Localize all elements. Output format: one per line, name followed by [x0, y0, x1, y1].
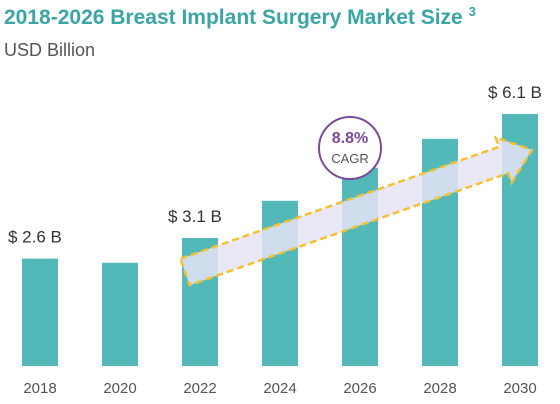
- x-tick-label: 2026: [343, 380, 376, 397]
- value-label: $ 6.1 B: [488, 83, 542, 102]
- value-label: $ 3.1 B: [168, 207, 222, 226]
- cagr-label: CAGR: [331, 151, 369, 166]
- x-tick-label: 2030: [503, 380, 536, 397]
- cagr-arrow: [178, 135, 534, 287]
- arrow-shape: [178, 135, 534, 287]
- x-tick-label: 2020: [103, 380, 136, 397]
- title-superscript: 3: [469, 4, 476, 19]
- title-text: 2018-2026 Breast Implant Surgery Market …: [4, 6, 463, 29]
- chart-subtitle: USD Billion: [4, 40, 95, 60]
- value-label: $ 2.6 B: [8, 228, 62, 247]
- x-tick-label: 2018: [23, 380, 56, 397]
- chart-title: 2018-2026 Breast Implant Surgery Market …: [4, 4, 476, 29]
- cagr-circle: [318, 116, 382, 180]
- x-tick-label: 2028: [423, 380, 456, 397]
- x-tick-label: 2022: [183, 380, 216, 397]
- cagr-value: 8.8%: [332, 130, 368, 147]
- bar: [22, 258, 58, 366]
- cagr-badge: 8.8% CAGR: [318, 116, 382, 180]
- bar: [102, 262, 138, 366]
- x-tick-label: 2024: [263, 380, 296, 397]
- value-labels: 2018 $ 2.6 B 2020 2022 $ 3.1 B 2024 2026 2028 20…: [8, 83, 542, 397]
